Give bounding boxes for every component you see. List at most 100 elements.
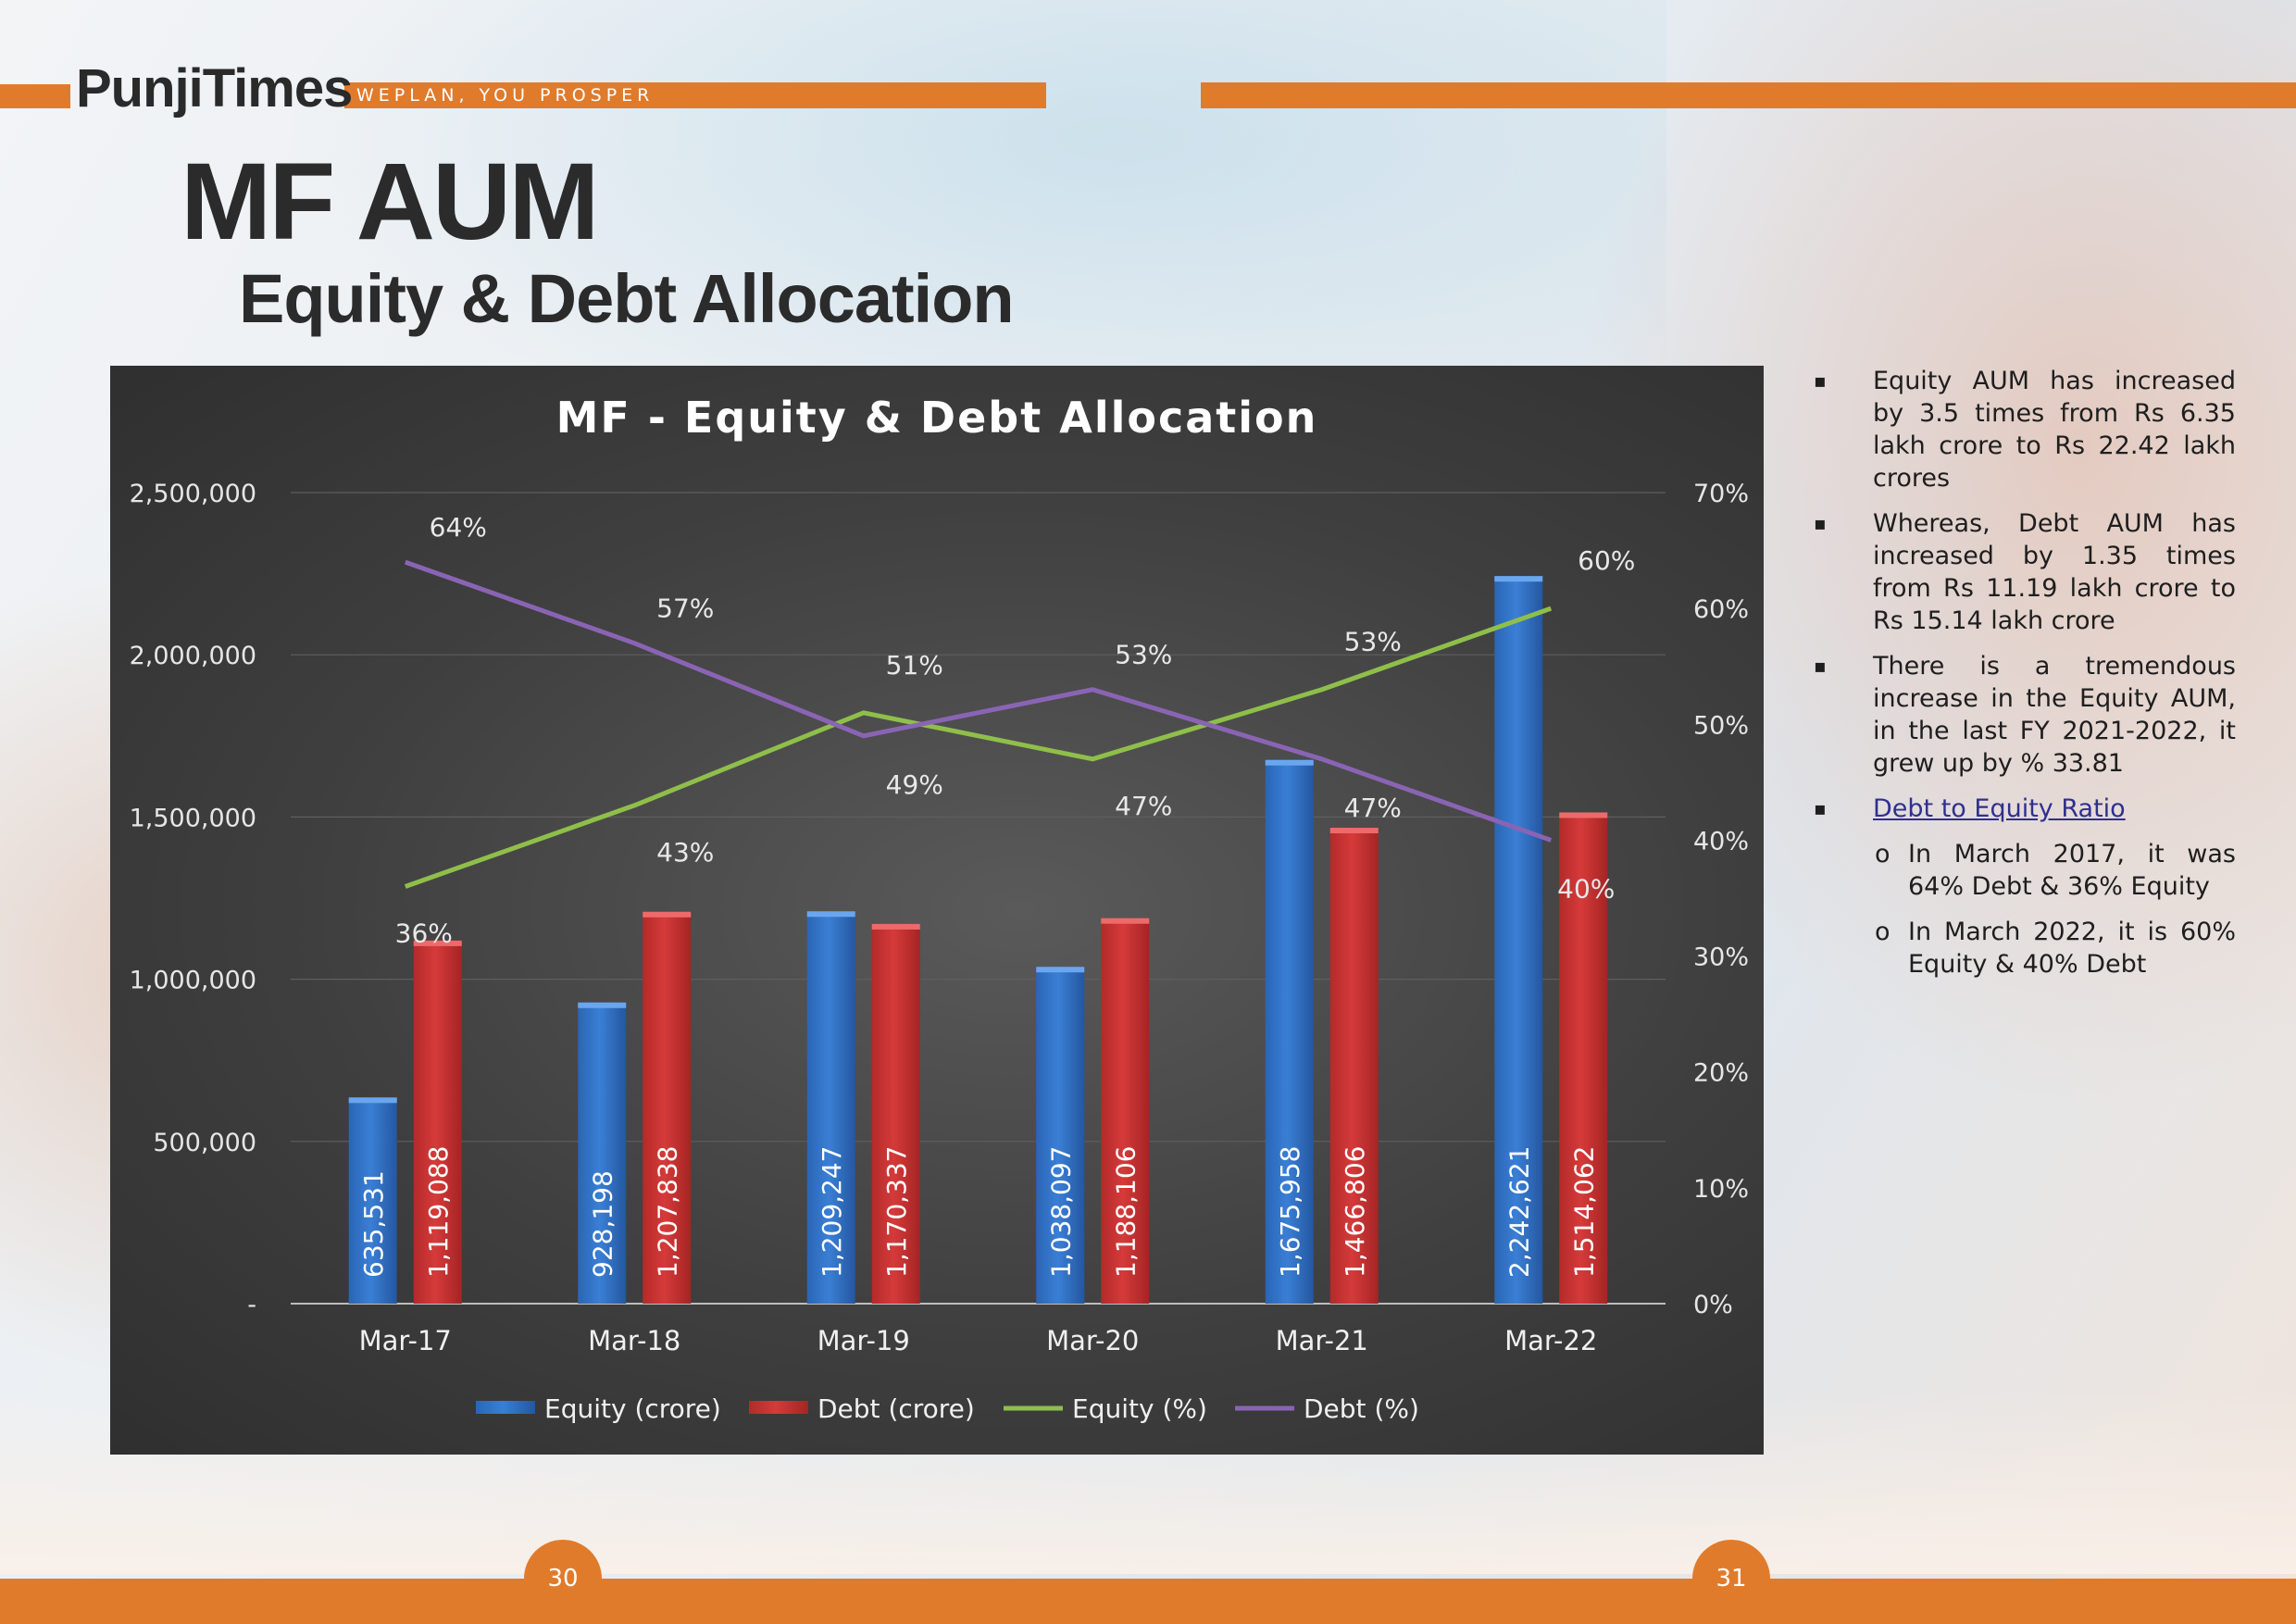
debt-pct-label: 49% xyxy=(886,769,943,800)
sub-bullet-icon: o xyxy=(1875,840,1890,868)
equity-bar xyxy=(578,1002,627,1304)
y-left-tick-label: - xyxy=(247,1291,256,1319)
equity-pct-label: 51% xyxy=(886,650,943,681)
header-bar-tagline xyxy=(344,82,1046,108)
bar-value-label: 1,119,088 xyxy=(423,1145,454,1278)
header-bar-left xyxy=(0,84,70,108)
debt-bar xyxy=(643,911,692,1304)
sub-note-item: o In March 2017, it was 64% Debt & 36% E… xyxy=(1810,838,2236,903)
legend-label: Equity (%) xyxy=(1072,1393,1207,1424)
bar-top-highlight xyxy=(413,940,462,946)
equity-pct-label: 43% xyxy=(656,837,714,868)
debt-pct-label: 53% xyxy=(1115,640,1172,670)
bullet-icon: ▪ xyxy=(1814,369,1827,392)
bar-top-highlight xyxy=(643,911,692,918)
y-left-tick-label: 1,500,000 xyxy=(130,804,256,832)
page-title: MF AUM xyxy=(181,141,600,263)
x-category-label: Mar-18 xyxy=(588,1325,680,1356)
legend-label: Equity (crore) xyxy=(544,1393,721,1424)
equity-pct-label: 60% xyxy=(1578,545,1635,576)
y-right-tick-label: 0% xyxy=(1693,1291,1733,1319)
bar-top-highlight xyxy=(1494,576,1543,582)
legend-label: Debt (crore) xyxy=(817,1393,975,1424)
legend-swatch xyxy=(749,1401,808,1414)
brand-logo: PunjiTimes xyxy=(76,58,353,119)
y-right-tick-label: 10% xyxy=(1693,1175,1749,1204)
y-right-tick-label: 40% xyxy=(1693,827,1749,856)
header-bar-right xyxy=(1201,82,2296,108)
chart-svg: MF - Equity & Debt Allocation - 500,000 1,0… xyxy=(130,393,1749,1424)
legend-swatch xyxy=(476,1401,535,1414)
bar-top-highlight xyxy=(1559,812,1608,818)
footer-bar xyxy=(0,1579,2296,1624)
legend-label: Debt (%) xyxy=(1304,1393,1419,1424)
notes-panel: ▪ Equity AUM has increased by 3.5 times … xyxy=(1810,365,2236,993)
equity-bar xyxy=(348,1097,397,1304)
sub-bullet-icon: o xyxy=(1875,918,1890,946)
bar-value-label: 2,242,621 xyxy=(1504,1145,1534,1278)
bar-top-highlight xyxy=(1265,759,1314,766)
x-category-label: Mar-17 xyxy=(359,1325,452,1356)
note-text: There is a tremendous increase in the Eq… xyxy=(1873,652,2236,778)
x-category-label: Mar-22 xyxy=(1504,1325,1597,1356)
note-text: Equity AUM has increased by 3.5 times fr… xyxy=(1873,367,2236,493)
debt-bar xyxy=(413,940,462,1304)
bar-value-label: 1,209,247 xyxy=(817,1145,847,1278)
note-item: ▪ Debt to Equity Ratio xyxy=(1810,793,2236,825)
equity-bar xyxy=(1265,759,1314,1304)
page-subtitle: Equity & Debt Allocation xyxy=(239,260,1015,337)
y-right-tick-label: 50% xyxy=(1693,711,1749,740)
bar-value-label: 1,675,958 xyxy=(1275,1145,1305,1278)
bar-value-label: 928,198 xyxy=(587,1170,618,1278)
debt-bar xyxy=(1329,828,1379,1304)
bar-value-label: 1,170,337 xyxy=(881,1145,912,1278)
y-left-tick-label: 2,500,000 xyxy=(130,480,256,508)
note-item: ▪ Whereas, Debt AUM has increased by 1.3… xyxy=(1810,507,2236,637)
bar-value-label: 1,207,838 xyxy=(652,1145,682,1278)
debt-pct-label: 47% xyxy=(1344,793,1402,823)
debt-equity-ratio-link[interactable]: Debt to Equity Ratio xyxy=(1873,794,2126,823)
equity-bar xyxy=(1036,967,1085,1304)
bar-top-highlight xyxy=(871,923,920,930)
bar-top-highlight xyxy=(578,1002,627,1008)
debt-bar xyxy=(871,923,920,1304)
bar-value-label: 1,038,097 xyxy=(1045,1145,1076,1278)
brand-tagline: WEPLAN, YOU PROSPER xyxy=(356,85,655,106)
x-category-label: Mar-19 xyxy=(817,1325,910,1356)
equity-bar xyxy=(806,911,855,1304)
note-text: Whereas, Debt AUM has increased by 1.35 … xyxy=(1873,509,2236,635)
bar-value-label: 1,466,806 xyxy=(1340,1145,1370,1278)
note-item: ▪ Equity AUM has increased by 3.5 times … xyxy=(1810,365,2236,494)
x-category-label: Mar-21 xyxy=(1276,1325,1368,1356)
y-left-tick-label: 2,000,000 xyxy=(130,642,256,670)
bar-top-highlight xyxy=(348,1097,397,1104)
bar-top-highlight xyxy=(1101,918,1150,924)
y-right-tick-label: 20% xyxy=(1693,1059,1749,1088)
equity-pct-line xyxy=(404,606,1553,889)
bar-value-label: 1,188,106 xyxy=(1110,1145,1141,1278)
bar-top-highlight xyxy=(806,911,855,918)
y-left-tick-label: 500,000 xyxy=(153,1129,256,1157)
bullet-icon: ▪ xyxy=(1814,512,1827,534)
debt-bar xyxy=(1559,812,1608,1304)
equity-pct-label: 36% xyxy=(395,918,453,948)
equity-pct-label: 47% xyxy=(1115,791,1172,821)
x-category-label: Mar-20 xyxy=(1046,1325,1139,1356)
bullet-icon: ▪ xyxy=(1814,655,1827,677)
debt-bar xyxy=(1101,918,1150,1304)
y-right-tick-label: 60% xyxy=(1693,595,1749,624)
note-item: ▪ There is a tremendous increase in the … xyxy=(1810,650,2236,780)
sub-note-item: o In March 2022, it is 60% Equity & 40% … xyxy=(1810,916,2236,981)
chart-panel: MF - Equity & Debt Allocation - 500,000 1,0… xyxy=(110,366,1764,1455)
equity-pct-label: 53% xyxy=(1344,627,1402,657)
page-number-left: 30 xyxy=(524,1540,602,1618)
y-left-tick-label: 1,000,000 xyxy=(130,967,256,995)
chart-title: MF - Equity & Debt Allocation xyxy=(556,393,1318,443)
equity-bar xyxy=(1494,576,1543,1304)
y-right-tick-label: 30% xyxy=(1693,943,1749,972)
debt-pct-label: 64% xyxy=(430,512,487,543)
sub-note-text: In March 2022, it is 60% Equity & 40% De… xyxy=(1908,918,2236,979)
y-right-tick-label: 70% xyxy=(1693,480,1749,508)
debt-pct-label: 40% xyxy=(1557,873,1615,904)
debt-pct-line xyxy=(404,559,1553,843)
